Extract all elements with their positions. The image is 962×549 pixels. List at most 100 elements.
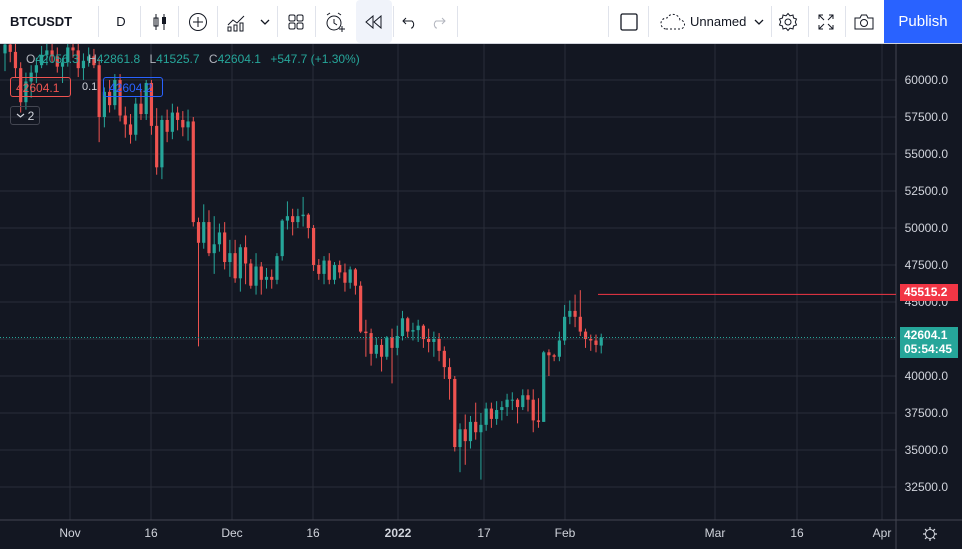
candle-body	[385, 337, 389, 357]
candle	[489, 402, 493, 428]
select-box-icon[interactable]	[612, 0, 646, 43]
layout-name-button[interactable]: Unnamed	[652, 0, 770, 43]
toolbar-divider	[608, 6, 609, 37]
buy-price-button[interactable]: 42604.2	[103, 77, 163, 97]
candle	[568, 300, 572, 325]
y-tick-label: 37500.0	[905, 406, 949, 420]
candle-body	[217, 232, 222, 245]
candle	[296, 208, 300, 228]
candle-body	[568, 310, 572, 317]
candle-body	[547, 352, 551, 356]
candle	[400, 310, 405, 341]
redo-icon[interactable]	[424, 0, 452, 43]
y-tick-label: 32500.0	[905, 480, 949, 494]
candle-body	[249, 263, 253, 286]
candle	[24, 72, 28, 110]
candle	[76, 44, 80, 78]
add-indicator-icon[interactable]	[181, 0, 215, 43]
candle	[264, 267, 269, 289]
candle-body	[338, 265, 342, 273]
camera-icon[interactable]	[846, 0, 882, 43]
candle	[139, 90, 143, 120]
candle	[437, 333, 441, 362]
symbol-search-button[interactable]: BTCUSDT	[10, 14, 73, 29]
candle	[45, 44, 49, 66]
candle	[254, 253, 258, 295]
candle-body	[207, 222, 211, 254]
replay-icon[interactable]	[356, 0, 392, 43]
candle	[228, 239, 232, 277]
toolbar-divider	[315, 6, 316, 37]
indicators-icon[interactable]	[220, 0, 254, 43]
sell-price-button[interactable]: 42604.1	[10, 77, 71, 97]
candle	[243, 235, 248, 285]
candle-body	[45, 50, 49, 55]
candle-body	[416, 325, 420, 331]
candle-body	[594, 340, 598, 345]
candle-body	[291, 216, 295, 223]
candle-body	[296, 216, 300, 223]
candle-body	[50, 50, 54, 57]
candle-body	[55, 56, 59, 67]
top-toolbar: BTCUSDT D Unnamed	[0, 0, 962, 44]
close-value: 42604.1	[217, 52, 261, 66]
candle-body	[327, 260, 331, 280]
candle	[291, 208, 295, 236]
candle	[285, 201, 290, 230]
settings-icon[interactable]	[772, 0, 804, 43]
candle	[202, 204, 206, 249]
x-tick-label: Feb	[555, 526, 576, 540]
candle	[40, 45, 44, 69]
chevron-down-icon[interactable]	[256, 0, 274, 43]
interval-button[interactable]: D	[116, 14, 126, 29]
candle-body	[19, 68, 23, 103]
candle	[583, 328, 588, 348]
fullscreen-icon[interactable]	[810, 0, 842, 43]
templates-icon[interactable]	[280, 0, 312, 43]
undo-icon[interactable]	[396, 0, 424, 43]
candle	[364, 319, 368, 357]
candle	[301, 196, 305, 227]
candle	[113, 74, 117, 110]
alert-icon[interactable]	[318, 0, 352, 43]
ohlc-legend: O42056.3 H42861.8 L41525.7 C42604.1 +547…	[26, 52, 360, 66]
candle-body	[536, 420, 541, 422]
candle-body	[87, 56, 91, 61]
candle	[317, 259, 321, 280]
candle-body	[563, 316, 567, 341]
candles-icon[interactable]	[144, 0, 176, 43]
change-value: +547.7 (+1.30%)	[270, 52, 360, 66]
candle	[573, 294, 577, 328]
chevron-down-icon	[754, 19, 764, 25]
candle-body	[108, 91, 112, 106]
candle	[463, 414, 467, 465]
y-tick-label: 47500.0	[905, 258, 949, 272]
candle-body	[484, 408, 488, 425]
high-value: 42861.8	[96, 52, 141, 66]
candle-body	[542, 352, 546, 422]
candle	[149, 80, 154, 135]
candle-body	[123, 115, 127, 125]
toolbar-divider	[277, 6, 278, 37]
candle-body	[526, 395, 530, 400]
candle	[223, 222, 227, 270]
collapse-indicators-button[interactable]: 2	[10, 106, 40, 125]
candle	[280, 219, 284, 261]
candle-body	[254, 266, 258, 286]
candle	[453, 376, 457, 452]
toolbar-divider	[140, 6, 141, 37]
y-tick-label: 60000.0	[905, 73, 949, 87]
candle-body	[149, 82, 154, 126]
last-price-label: 42604.1 05:54:45	[900, 327, 958, 358]
price-chart[interactable]: 60000.0 57500.0 55000.0 52500.0 50000.0 47500…	[0, 44, 962, 549]
x-tick-label: Dec	[221, 526, 242, 540]
candle-body	[155, 125, 159, 168]
publish-button[interactable]: Publish	[884, 0, 962, 43]
x-tick-label: 16	[144, 526, 158, 540]
candle	[369, 328, 373, 366]
candle	[526, 389, 530, 412]
candle-body	[270, 276, 274, 280]
candle	[13, 44, 18, 78]
spread-value: 0.1	[82, 81, 98, 93]
chart-pane[interactable]: 60000.0 57500.0 55000.0 52500.0 50000.0 47500…	[0, 44, 962, 549]
